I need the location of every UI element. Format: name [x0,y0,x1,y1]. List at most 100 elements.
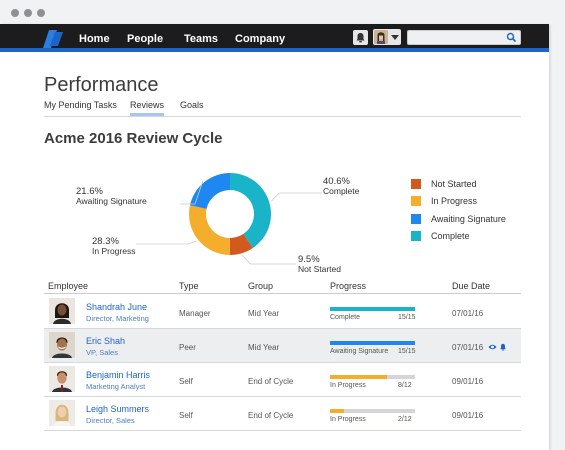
review-type: Manager [179,309,211,318]
progress-status: Complete [330,314,360,321]
employee-role: VP, Sales [86,348,118,357]
donut-value-label: 40.6% [323,176,350,187]
nav-company[interactable]: Company [235,33,286,45]
avatar [49,366,75,392]
progress-count: 8/12 [398,382,412,389]
donut-category-label: In Progress [92,246,135,256]
due-date: 09/01/16 [452,377,484,386]
review-cycle-title: Acme 2016 Review Cycle [44,130,223,147]
notifications-button[interactable] [353,30,368,45]
search-input[interactable] [407,30,521,45]
nav-home[interactable]: Home [79,33,110,45]
legend-swatch-awaiting-signature [411,214,421,224]
column-header-progress[interactable]: Progress [330,281,367,291]
window-close-dot[interactable] [11,9,19,17]
review-group: End of Cycle [248,411,294,420]
progress-bar [330,307,415,311]
table-row[interactable]: Shandrah June Director, Marketing Manage… [44,295,521,329]
due-date: 09/01/16 [452,411,484,420]
search-icon[interactable] [506,32,517,43]
donut-slice-not-started[interactable] [229,233,253,255]
progress-bar [330,409,415,413]
progress-bar-fill [330,307,415,311]
legend-label-in-progress: In Progress [431,196,478,206]
column-header-employee[interactable]: Employee [48,281,89,291]
review-type: Peer [179,343,196,352]
avatar [49,400,75,426]
legend-swatch-in-progress [411,196,421,206]
company-logo-icon[interactable] [43,30,63,48]
browser-chrome [0,0,565,26]
review-type: Self [179,411,193,420]
legend-swatch-not-started [411,179,421,189]
progress-status: In Progress [330,416,366,423]
employee-name[interactable]: Eric Shah [86,336,126,346]
legend-item-in-progress: In Progress [411,196,531,208]
column-header-type[interactable]: Type [179,281,199,291]
employee-role: Director, Sales [86,416,135,425]
legend-swatch-complete [411,231,421,241]
donut-slice-in-progress[interactable] [188,205,230,255]
view-eye-icon[interactable] [488,343,497,351]
due-date: 07/01/16 [452,343,484,352]
employee-name[interactable]: Benjamin Harris [86,370,151,380]
progress-bar [330,341,415,345]
section-tabs: My Pending Tasks Reviews Goals [44,100,521,117]
donut-slice-awaiting-signature[interactable] [189,173,230,209]
employee-name[interactable]: Leigh Summers [86,404,150,414]
window-minimize-dot[interactable] [24,9,32,17]
table-header: Employee Type Group Progress Due Date [44,277,521,294]
progress-count: 15/15 [398,314,416,321]
donut-value-label: 28.3% [92,236,119,247]
tab-reviews[interactable]: Reviews [130,100,165,116]
progress-bar-fill [330,341,415,345]
progress-count: 2/12 [398,416,412,423]
donut-leader-line [270,192,322,202]
app-window: Home People Teams Company [0,24,549,450]
donut-leader-line [180,180,204,205]
legend-label-complete: Complete [431,231,470,241]
donut-leader-line [242,254,296,265]
column-header-group[interactable]: Group [248,281,274,291]
donut-leader-line [136,240,197,245]
table-row[interactable]: Leigh Summers Director, Sales Self End o… [44,397,521,431]
progress-bar-fill [330,409,345,413]
window-maximize-dot[interactable] [37,9,45,17]
bell-icon[interactable] [499,343,507,351]
tab-goals[interactable]: Goals [180,100,204,110]
progress-status: In Progress [330,382,366,389]
page-title: Performance [44,74,159,96]
legend-item-not-started: Not Started [411,179,531,191]
review-type: Self [179,377,193,386]
tab-my-pending-tasks[interactable]: My Pending Tasks [44,100,117,110]
legend-label-awaiting-signature: Awaiting Signature [431,214,506,224]
legend-item-awaiting-signature: Awaiting Signature [411,214,531,226]
progress-count: 15/15 [398,348,416,355]
legend-label-not-started: Not Started [431,179,477,189]
table-row[interactable]: Eric Shah VP, Sales Peer Mid Year Awaiti… [44,329,521,363]
table-row[interactable]: Benjamin Harris Marketing Analyst Self E… [44,363,521,397]
review-group: Mid Year [248,343,280,352]
donut-category-label: Awaiting Signature [76,196,147,206]
legend-item-complete: Complete [411,231,531,243]
employee-name[interactable]: Shandrah June [86,302,148,312]
user-avatar [374,30,388,44]
bell-icon [356,33,365,43]
review-group: Mid Year [248,309,280,318]
nav-people[interactable]: People [127,33,164,45]
progress-status: Awaiting Signature [330,348,389,355]
column-header-due-date[interactable]: Due Date [452,281,491,291]
progress-bar-fill [330,375,387,379]
nav-teams[interactable]: Teams [184,33,219,45]
donut-category-label: Complete [323,186,360,196]
donut-category-label: Not Started [298,264,341,274]
user-menu-button[interactable] [373,29,401,45]
review-status-donut-chart: 40.6%Complete 9.5%Not Started 28.3%In Prog… [76,173,360,274]
donut-slice-complete[interactable] [230,173,271,249]
donut-value-label: 21.6% [76,186,103,197]
employee-role: Director, Marketing [86,314,149,323]
donut-value-label: 9.5% [298,254,320,265]
review-group: End of Cycle [248,377,294,386]
avatar [49,298,75,324]
employee-role: Marketing Analyst [86,382,146,391]
